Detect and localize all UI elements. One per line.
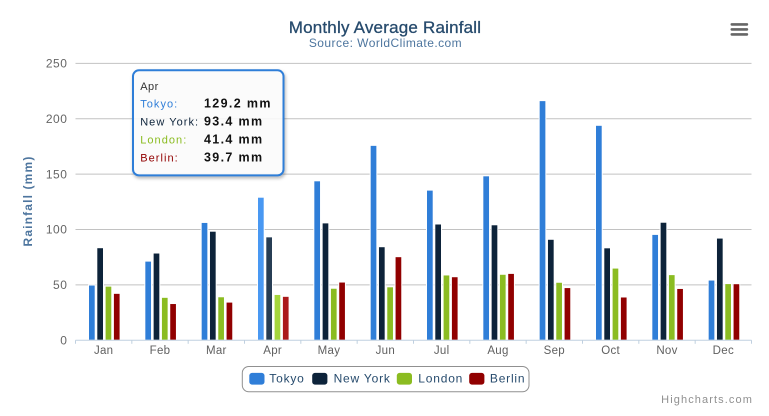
svg-text:Apr: Apr xyxy=(140,81,159,93)
svg-text:Feb: Feb xyxy=(150,345,171,357)
svg-text:41.4 mm: 41.4 mm xyxy=(204,133,263,147)
svg-text:Dec: Dec xyxy=(713,345,734,357)
svg-text:May: May xyxy=(318,345,341,357)
svg-text:New York: New York xyxy=(334,372,391,386)
svg-text:150: 150 xyxy=(46,167,68,181)
svg-text:Sep: Sep xyxy=(544,345,565,357)
svg-text:0: 0 xyxy=(60,333,67,347)
svg-text:Tokyo:: Tokyo: xyxy=(140,99,178,111)
svg-text:Source: WorldClimate.com: Source: WorldClimate.com xyxy=(309,36,462,50)
svg-text:Nov: Nov xyxy=(656,345,677,357)
svg-text:50: 50 xyxy=(53,278,67,292)
svg-text:Jul: Jul xyxy=(434,345,450,357)
svg-text:New York:: New York: xyxy=(140,117,199,129)
svg-text:Apr: Apr xyxy=(263,345,282,357)
svg-text:Tokyo: Tokyo xyxy=(269,372,304,386)
svg-text:250: 250 xyxy=(46,57,68,71)
svg-text:Highcharts.com: Highcharts.com xyxy=(661,394,753,406)
svg-text:200: 200 xyxy=(46,112,68,126)
svg-text:Berlin: Berlin xyxy=(490,372,525,386)
svg-text:Jan: Jan xyxy=(94,345,113,357)
svg-text:Aug: Aug xyxy=(487,345,508,357)
svg-text:Monthly Average Rainfall: Monthly Average Rainfall xyxy=(289,18,482,37)
svg-text:London: London xyxy=(418,372,463,386)
svg-text:Mar: Mar xyxy=(206,345,227,357)
svg-text:Oct: Oct xyxy=(601,345,620,357)
svg-text:100: 100 xyxy=(46,223,68,237)
svg-text:Rainfall (mm): Rainfall (mm) xyxy=(21,156,35,247)
svg-text:Jun: Jun xyxy=(376,345,395,357)
svg-text:129.2 mm: 129.2 mm xyxy=(204,97,272,111)
svg-text:93.4 mm: 93.4 mm xyxy=(204,115,263,129)
svg-text:Berlin:: Berlin: xyxy=(140,153,179,165)
svg-text:39.7 mm: 39.7 mm xyxy=(204,151,263,165)
svg-text:London:: London: xyxy=(140,135,187,147)
